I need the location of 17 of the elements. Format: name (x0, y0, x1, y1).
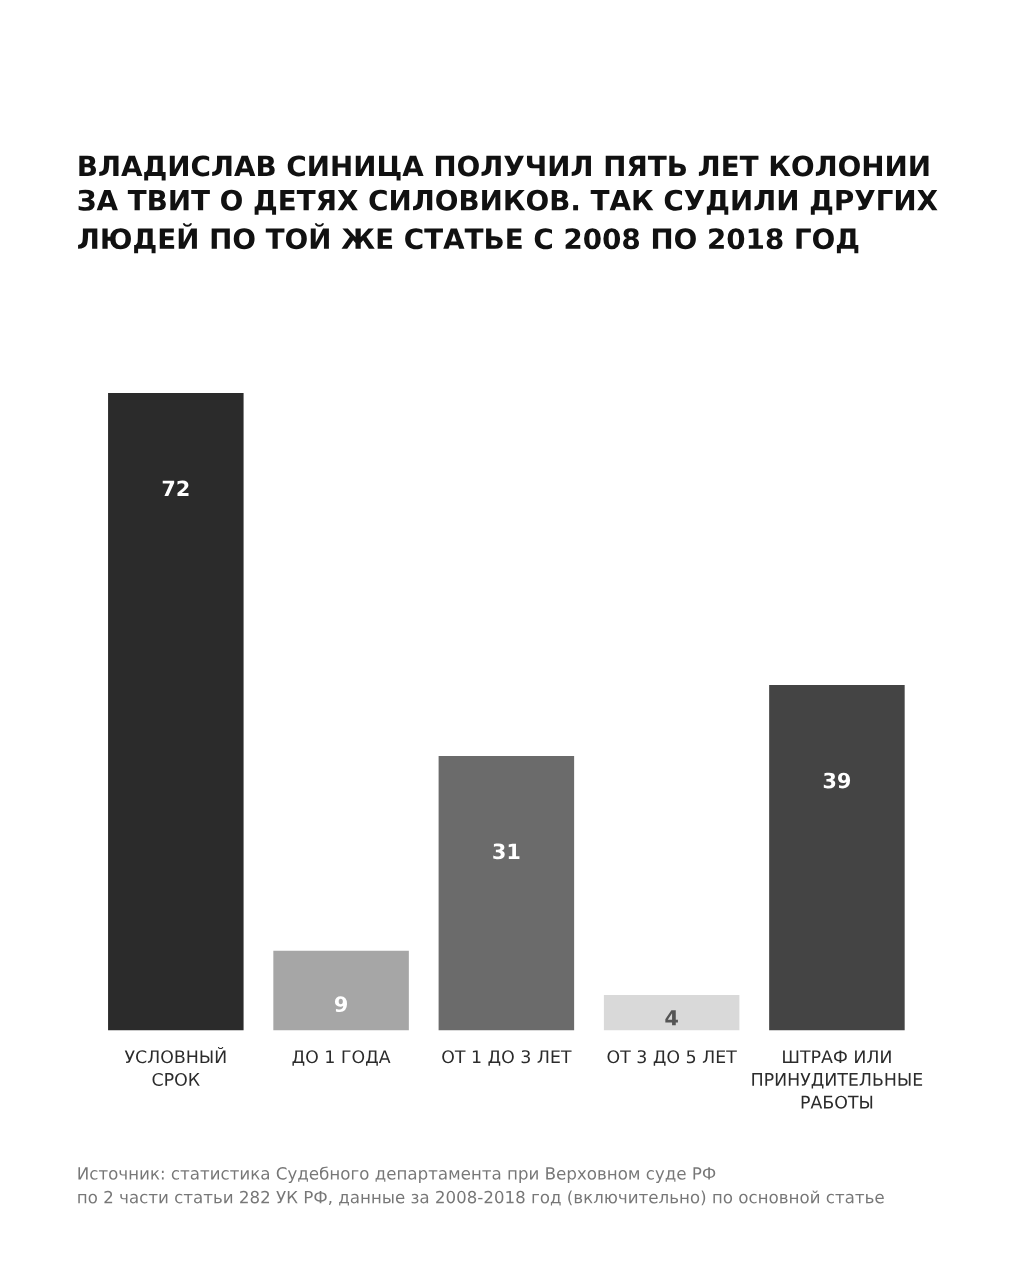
x-tick-label: ОТ 3 ДО 5 ЛЕТ (607, 1050, 737, 1066)
chart-title: ВЛАДИСЛАВ СИНИЦА ПОЛУЧИЛ ПЯТЬ ЛЕТ КОЛОНИИ ЗА ТВИТ О ДЕТЯХ СИЛОВИКОВ. ТАК СУДИЛИ ДРУГИХ ЛЮДЕЙ ПО ТОЙ ЖЕ СТАТЬЕ С 2008 ПО 2018 ГОД (78, 155, 938, 254)
bar (603, 994, 740, 1031)
data-label: 72 (162, 480, 189, 496)
text: Источник: статистика Судебного департамента при Верховном суде РФ по 2 части статьи 282 УК РФ, данные за 2008-2018 год (включительно) по основной статье (78, 1166, 884, 1206)
data-label: 4 (665, 1010, 678, 1026)
x-tick-label: УСЛОВНЫЙ СРОК (124, 1046, 226, 1087)
data-label: 9 (334, 996, 348, 1013)
bar (769, 685, 905, 1031)
bar (108, 392, 244, 1031)
data-label: 39 (823, 772, 851, 789)
bar (438, 755, 575, 1031)
x-tick-label: ДО 1 ГОДА (292, 1050, 391, 1066)
x-tick-label: ШТРАФ ИЛИ ПРИНУДИТЕЛЬНЫЕ РАБОТЫ (752, 1050, 923, 1109)
bar (273, 950, 409, 1031)
data-label: 31 (493, 843, 520, 860)
x-tick-label: ОТ 1 ДО 3 ЛЕТ (442, 1050, 572, 1066)
